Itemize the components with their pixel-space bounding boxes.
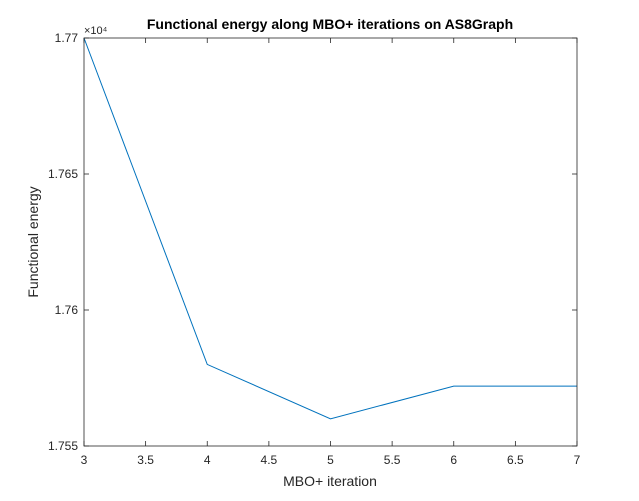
y-tick-label: 1.77: [55, 31, 79, 45]
y-tick-label: 1.765: [48, 167, 78, 181]
ticks-layer: 3 3.5 4 4.5 5 5.5 6 6.5 7 1.755 1.76 1.765 1.77: [48, 31, 581, 467]
series-layer: [83, 37, 577, 420]
x-tick-label: 6.5: [507, 453, 524, 467]
x-tick-label: 4: [204, 453, 211, 467]
plot-frame: [83, 37, 578, 447]
x-tick-label: 5.5: [384, 453, 401, 467]
plot-background: [84, 38, 577, 446]
chart-title: Functional energy along MBO+ iterations …: [147, 16, 513, 32]
x-tick-label: 5: [327, 453, 334, 467]
x-tick-label: 6: [450, 453, 457, 467]
y-axis-multiplier: ×10⁴: [84, 25, 108, 37]
y-tick-label: 1.755: [48, 439, 78, 453]
y-tick-label: 1.76: [55, 303, 79, 317]
series-line-0: [83, 37, 577, 420]
x-tick-label: 3.5: [137, 453, 154, 467]
x-tick-label: 3: [81, 453, 88, 467]
x-tick-label: 4.5: [261, 453, 278, 467]
x-axis-label: MBO+ iteration: [283, 473, 377, 489]
y-axis-label: Functional energy: [25, 186, 41, 297]
x-tick-label: 7: [574, 453, 581, 467]
